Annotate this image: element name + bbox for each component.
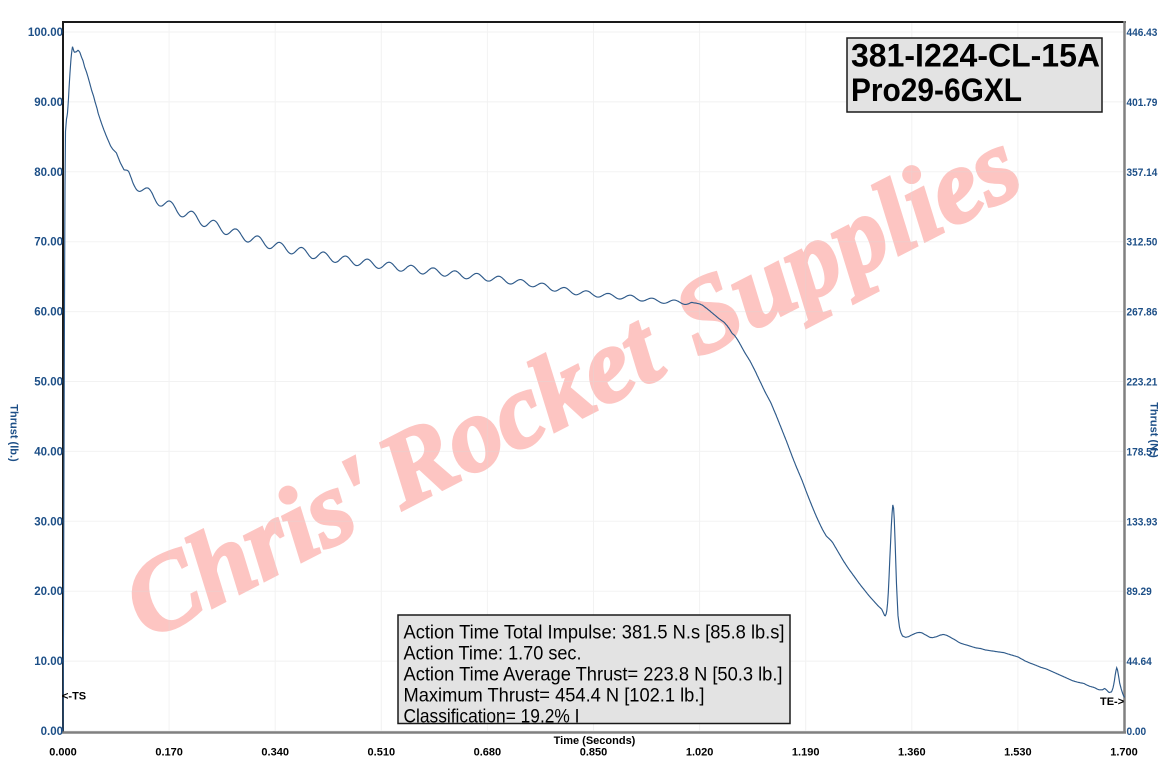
svg-text:1.190: 1.190 [792,747,820,759]
svg-text:0.680: 0.680 [474,747,502,759]
svg-text:Thrust (N.): Thrust (N.) [1148,402,1158,458]
svg-text:89.29: 89.29 [1127,586,1152,598]
svg-text:Pro29-6GXL: Pro29-6GXL [851,72,1022,108]
svg-text:312.50: 312.50 [1127,237,1158,249]
svg-text:1.020: 1.020 [686,747,714,759]
svg-text:30.00: 30.00 [34,516,63,528]
svg-text:40.00: 40.00 [34,446,63,458]
svg-text:446.43: 446.43 [1127,27,1158,39]
svg-text:1.700: 1.700 [1110,747,1138,759]
svg-text:0.00: 0.00 [1127,726,1147,738]
svg-text:1.360: 1.360 [898,747,926,759]
svg-text:<-TS: <-TS [62,691,86,703]
svg-text:0.00: 0.00 [41,726,63,738]
svg-text:223.21: 223.21 [1127,377,1158,389]
svg-text:267.86: 267.86 [1127,307,1158,319]
svg-text:Action Time: 1.70 sec.: Action Time: 1.70 sec. [404,643,582,665]
svg-text:Action Time Total Impulse: 381: Action Time Total Impulse: 381.5 N.s [85… [404,622,785,644]
svg-text:70.00: 70.00 [34,237,63,249]
svg-text:381-I224-CL-15A: 381-I224-CL-15A [851,37,1100,73]
svg-text:133.93: 133.93 [1127,516,1158,528]
svg-text:1.530: 1.530 [1004,747,1032,759]
svg-text:Maximum Thrust= 454.4 N [102.1: Maximum Thrust= 454.4 N [102.1 lb.] [404,685,705,707]
svg-text:0.850: 0.850 [580,747,608,759]
svg-text:Action Time Average Thrust= 22: Action Time Average Thrust= 223.8 N [50.… [404,664,783,686]
svg-text:Classification= 19.2% I: Classification= 19.2% I [404,706,580,728]
svg-text:178.57: 178.57 [1127,446,1158,458]
svg-text:100.00: 100.00 [28,27,63,39]
svg-text:20.00: 20.00 [34,586,63,598]
svg-text:TE->: TE-> [1100,696,1124,708]
svg-text:Time (Seconds): Time (Seconds) [554,735,636,747]
svg-text:10.00: 10.00 [34,656,63,668]
svg-text:357.14: 357.14 [1127,167,1158,179]
svg-text:0.510: 0.510 [368,747,396,759]
svg-text:0.000: 0.000 [49,747,77,759]
svg-text:80.00: 80.00 [34,167,63,179]
svg-text:50.00: 50.00 [34,377,63,389]
svg-text:44.64: 44.64 [1127,656,1153,668]
svg-text:0.170: 0.170 [155,747,183,759]
svg-text:401.79: 401.79 [1127,97,1158,109]
svg-text:Thrust (lb.): Thrust (lb.) [8,404,20,462]
svg-text:60.00: 60.00 [34,307,63,319]
svg-text:90.00: 90.00 [34,97,63,109]
svg-text:0.340: 0.340 [261,747,289,759]
